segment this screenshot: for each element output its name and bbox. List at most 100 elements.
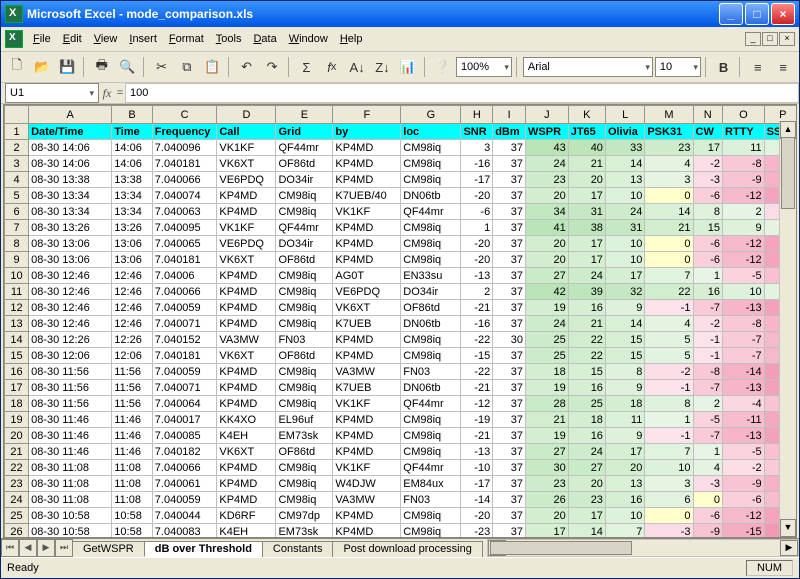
cell[interactable]: 3: [461, 140, 493, 156]
cell[interactable]: 33: [605, 140, 644, 156]
autosum-icon[interactable]: Σ: [295, 55, 318, 79]
cell[interactable]: 8: [605, 364, 644, 380]
cell[interactable]: KP4MD: [217, 380, 276, 396]
cell[interactable]: -20: [461, 252, 493, 268]
cell[interactable]: 7: [605, 524, 644, 538]
cell[interactable]: -5: [723, 444, 765, 460]
row-header[interactable]: 18: [5, 396, 29, 412]
cell[interactable]: QF44mr: [276, 220, 333, 236]
cell[interactable]: FN03: [276, 332, 333, 348]
cell[interactable]: -12: [461, 396, 493, 412]
row-header[interactable]: 5: [5, 188, 29, 204]
cell[interactable]: 7: [645, 444, 693, 460]
cell[interactable]: 16: [568, 300, 605, 316]
cell[interactable]: 24: [605, 204, 644, 220]
sort-asc-icon[interactable]: A↓: [345, 55, 368, 79]
cell[interactable]: -2: [723, 460, 765, 476]
cell[interactable]: -4: [723, 396, 765, 412]
row-header[interactable]: 15: [5, 348, 29, 364]
cell[interactable]: VK6XT: [217, 252, 276, 268]
column-header[interactable]: O: [723, 106, 765, 124]
cell[interactable]: 32: [605, 284, 644, 300]
cell[interactable]: -2: [693, 156, 723, 172]
cell[interactable]: 08-30 11:08: [29, 476, 112, 492]
cell[interactable]: OF86td: [276, 348, 333, 364]
cell[interactable]: 17: [693, 140, 723, 156]
cell[interactable]: 08-30 12:46: [29, 316, 112, 332]
cell[interactable]: CM98iq: [401, 524, 461, 538]
cell[interactable]: 37: [493, 300, 526, 316]
column-header[interactable]: D: [217, 106, 276, 124]
cell[interactable]: VA3MW: [333, 492, 401, 508]
cell[interactable]: KP4MD: [333, 156, 401, 172]
cut-icon[interactable]: ✂: [150, 55, 173, 79]
field-header[interactable]: Olivia: [605, 124, 644, 140]
cell[interactable]: 17: [526, 524, 569, 538]
cell[interactable]: -1: [693, 348, 723, 364]
cell[interactable]: -16: [461, 156, 493, 172]
cell[interactable]: VE6PDQ: [333, 284, 401, 300]
cell[interactable]: K7UEB: [333, 316, 401, 332]
cell[interactable]: 27: [568, 460, 605, 476]
cell[interactable]: 25: [526, 348, 569, 364]
cell[interactable]: 17: [568, 508, 605, 524]
cell[interactable]: 08-30 13:34: [29, 204, 112, 220]
cell[interactable]: 17: [568, 252, 605, 268]
cell[interactable]: 11: [723, 140, 765, 156]
cell[interactable]: -9: [723, 476, 765, 492]
cell[interactable]: 26: [526, 492, 569, 508]
row-header[interactable]: 17: [5, 380, 29, 396]
cell[interactable]: 08-30 12:46: [29, 300, 112, 316]
cell[interactable]: 12:26: [112, 332, 153, 348]
cell[interactable]: 37: [493, 508, 526, 524]
cell[interactable]: KP4MD: [333, 524, 401, 538]
cell[interactable]: 18: [526, 364, 569, 380]
cell[interactable]: 21: [526, 412, 569, 428]
cell[interactable]: 3: [645, 172, 693, 188]
cell[interactable]: VK1KF: [333, 204, 401, 220]
cell[interactable]: -22: [461, 364, 493, 380]
cell[interactable]: KP4MD: [217, 300, 276, 316]
menu-file[interactable]: File: [27, 32, 57, 46]
cell[interactable]: 28: [526, 396, 569, 412]
cell[interactable]: 23: [526, 476, 569, 492]
cell[interactable]: 27: [526, 268, 569, 284]
column-header[interactable]: G: [401, 106, 461, 124]
cell[interactable]: 14:06: [112, 156, 153, 172]
cell[interactable]: 7.040059: [152, 300, 217, 316]
cell[interactable]: -6: [693, 236, 723, 252]
cell[interactable]: -13: [723, 428, 765, 444]
column-header[interactable]: E: [276, 106, 333, 124]
cell[interactable]: CM98iq: [401, 252, 461, 268]
sheet-tab[interactable]: GetWSPR: [72, 541, 145, 557]
cell[interactable]: CM98iq: [401, 332, 461, 348]
cell[interactable]: 16: [568, 428, 605, 444]
zoom-combo[interactable]: 100%: [456, 57, 512, 77]
cell[interactable]: 19: [526, 380, 569, 396]
field-header[interactable]: by: [333, 124, 401, 140]
cell[interactable]: KP4MD: [217, 460, 276, 476]
cell[interactable]: 1: [645, 412, 693, 428]
menu-tools[interactable]: Tools: [210, 32, 248, 46]
cell[interactable]: 24: [568, 444, 605, 460]
cell[interactable]: -23: [461, 524, 493, 538]
cell[interactable]: 30: [493, 332, 526, 348]
cell[interactable]: 12:46: [112, 284, 153, 300]
name-box[interactable]: U1: [5, 83, 99, 103]
cell[interactable]: CM98iq: [401, 172, 461, 188]
column-header[interactable]: C: [152, 106, 217, 124]
cell[interactable]: -6: [723, 492, 765, 508]
cell[interactable]: 11:08: [112, 460, 153, 476]
cell[interactable]: CM98iq: [276, 380, 333, 396]
menu-insert[interactable]: Insert: [123, 32, 163, 46]
row-header[interactable]: 2: [5, 140, 29, 156]
column-header[interactable]: A: [29, 106, 112, 124]
cell[interactable]: 17: [605, 444, 644, 460]
cell[interactable]: 17: [568, 188, 605, 204]
cell[interactable]: 4: [693, 460, 723, 476]
save-icon[interactable]: 💾: [56, 55, 79, 79]
row-header[interactable]: 11: [5, 284, 29, 300]
cell[interactable]: KK4XO: [217, 412, 276, 428]
cell[interactable]: 0: [645, 188, 693, 204]
cell[interactable]: VK6XT: [333, 300, 401, 316]
